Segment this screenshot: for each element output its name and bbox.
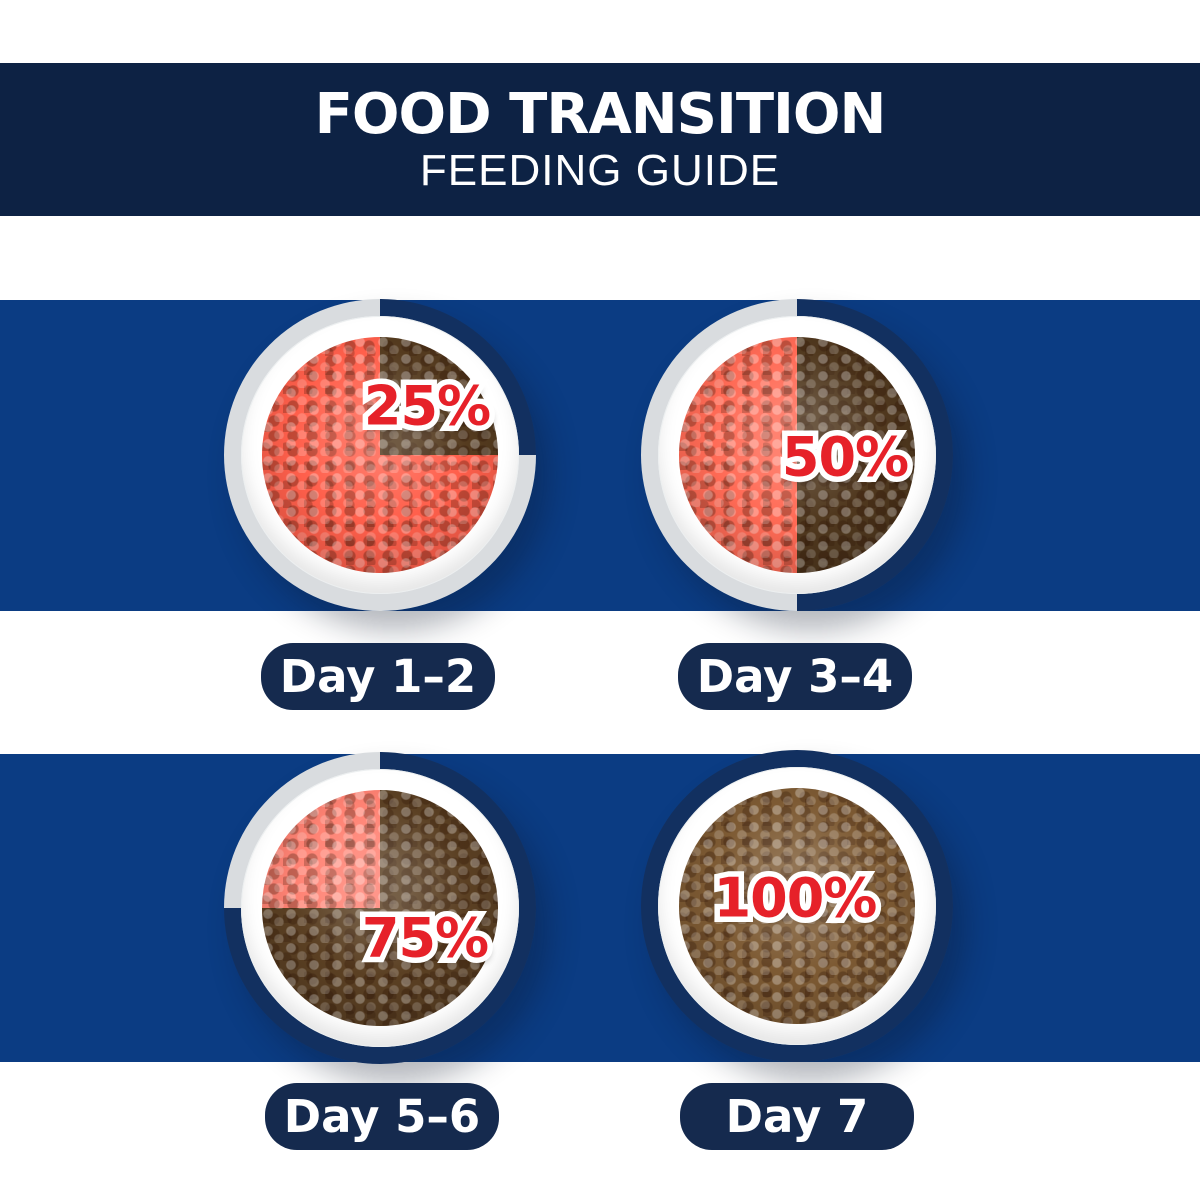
percent-badge: 75% 75% xyxy=(356,901,494,975)
day-label-pill-day-3-4: Day 3–4 xyxy=(678,643,912,710)
day-label: Day 3–4 xyxy=(696,650,894,703)
kibble-mix xyxy=(679,788,915,1024)
day-label-pill-day-7: Day 7 xyxy=(680,1083,914,1150)
food-bowl-day-5-6: 75% 75% xyxy=(224,752,536,1064)
percent-outline: 75% xyxy=(356,901,494,975)
day-label-pill-day-5-6: Day 5–6 xyxy=(265,1083,499,1150)
percent-badge: 100% 100% xyxy=(708,861,883,935)
row1-background-band xyxy=(0,300,1200,611)
percent-badge: 50% 50% xyxy=(776,420,914,494)
day-label: Day 7 xyxy=(725,1090,869,1143)
kibble-mix xyxy=(262,337,498,573)
kibble-mix xyxy=(262,790,498,1026)
percent-value: 100% xyxy=(713,866,878,930)
day-label: Day 1–2 xyxy=(279,650,477,703)
page-subtitle: FEEDING GUIDE xyxy=(419,145,781,195)
percent-outline: 25% xyxy=(358,369,496,443)
food-bowl-day-1-2: 25% 25% xyxy=(224,299,536,611)
day-label-pill-day-1-2: Day 1–2 xyxy=(261,643,495,710)
percent-value: 25% xyxy=(363,374,491,438)
percent-outline: 50% xyxy=(776,420,914,494)
food-bowl-day-3-4: 50% 50% xyxy=(641,299,953,611)
percent-badge: 25% 25% xyxy=(358,369,496,443)
percent-outline: 100% xyxy=(708,861,883,935)
row2-background-band xyxy=(0,754,1200,1062)
page-title: FOOD TRANSITION xyxy=(314,81,887,147)
food-bowl-day-7: 100% 100% xyxy=(641,750,953,1062)
header-band: FOOD TRANSITION FEEDING GUIDE xyxy=(0,63,1200,216)
day-label: Day 5–6 xyxy=(283,1090,481,1143)
percent-value: 50% xyxy=(781,425,909,489)
kibble-mix xyxy=(679,337,915,573)
percent-value: 75% xyxy=(361,906,489,970)
